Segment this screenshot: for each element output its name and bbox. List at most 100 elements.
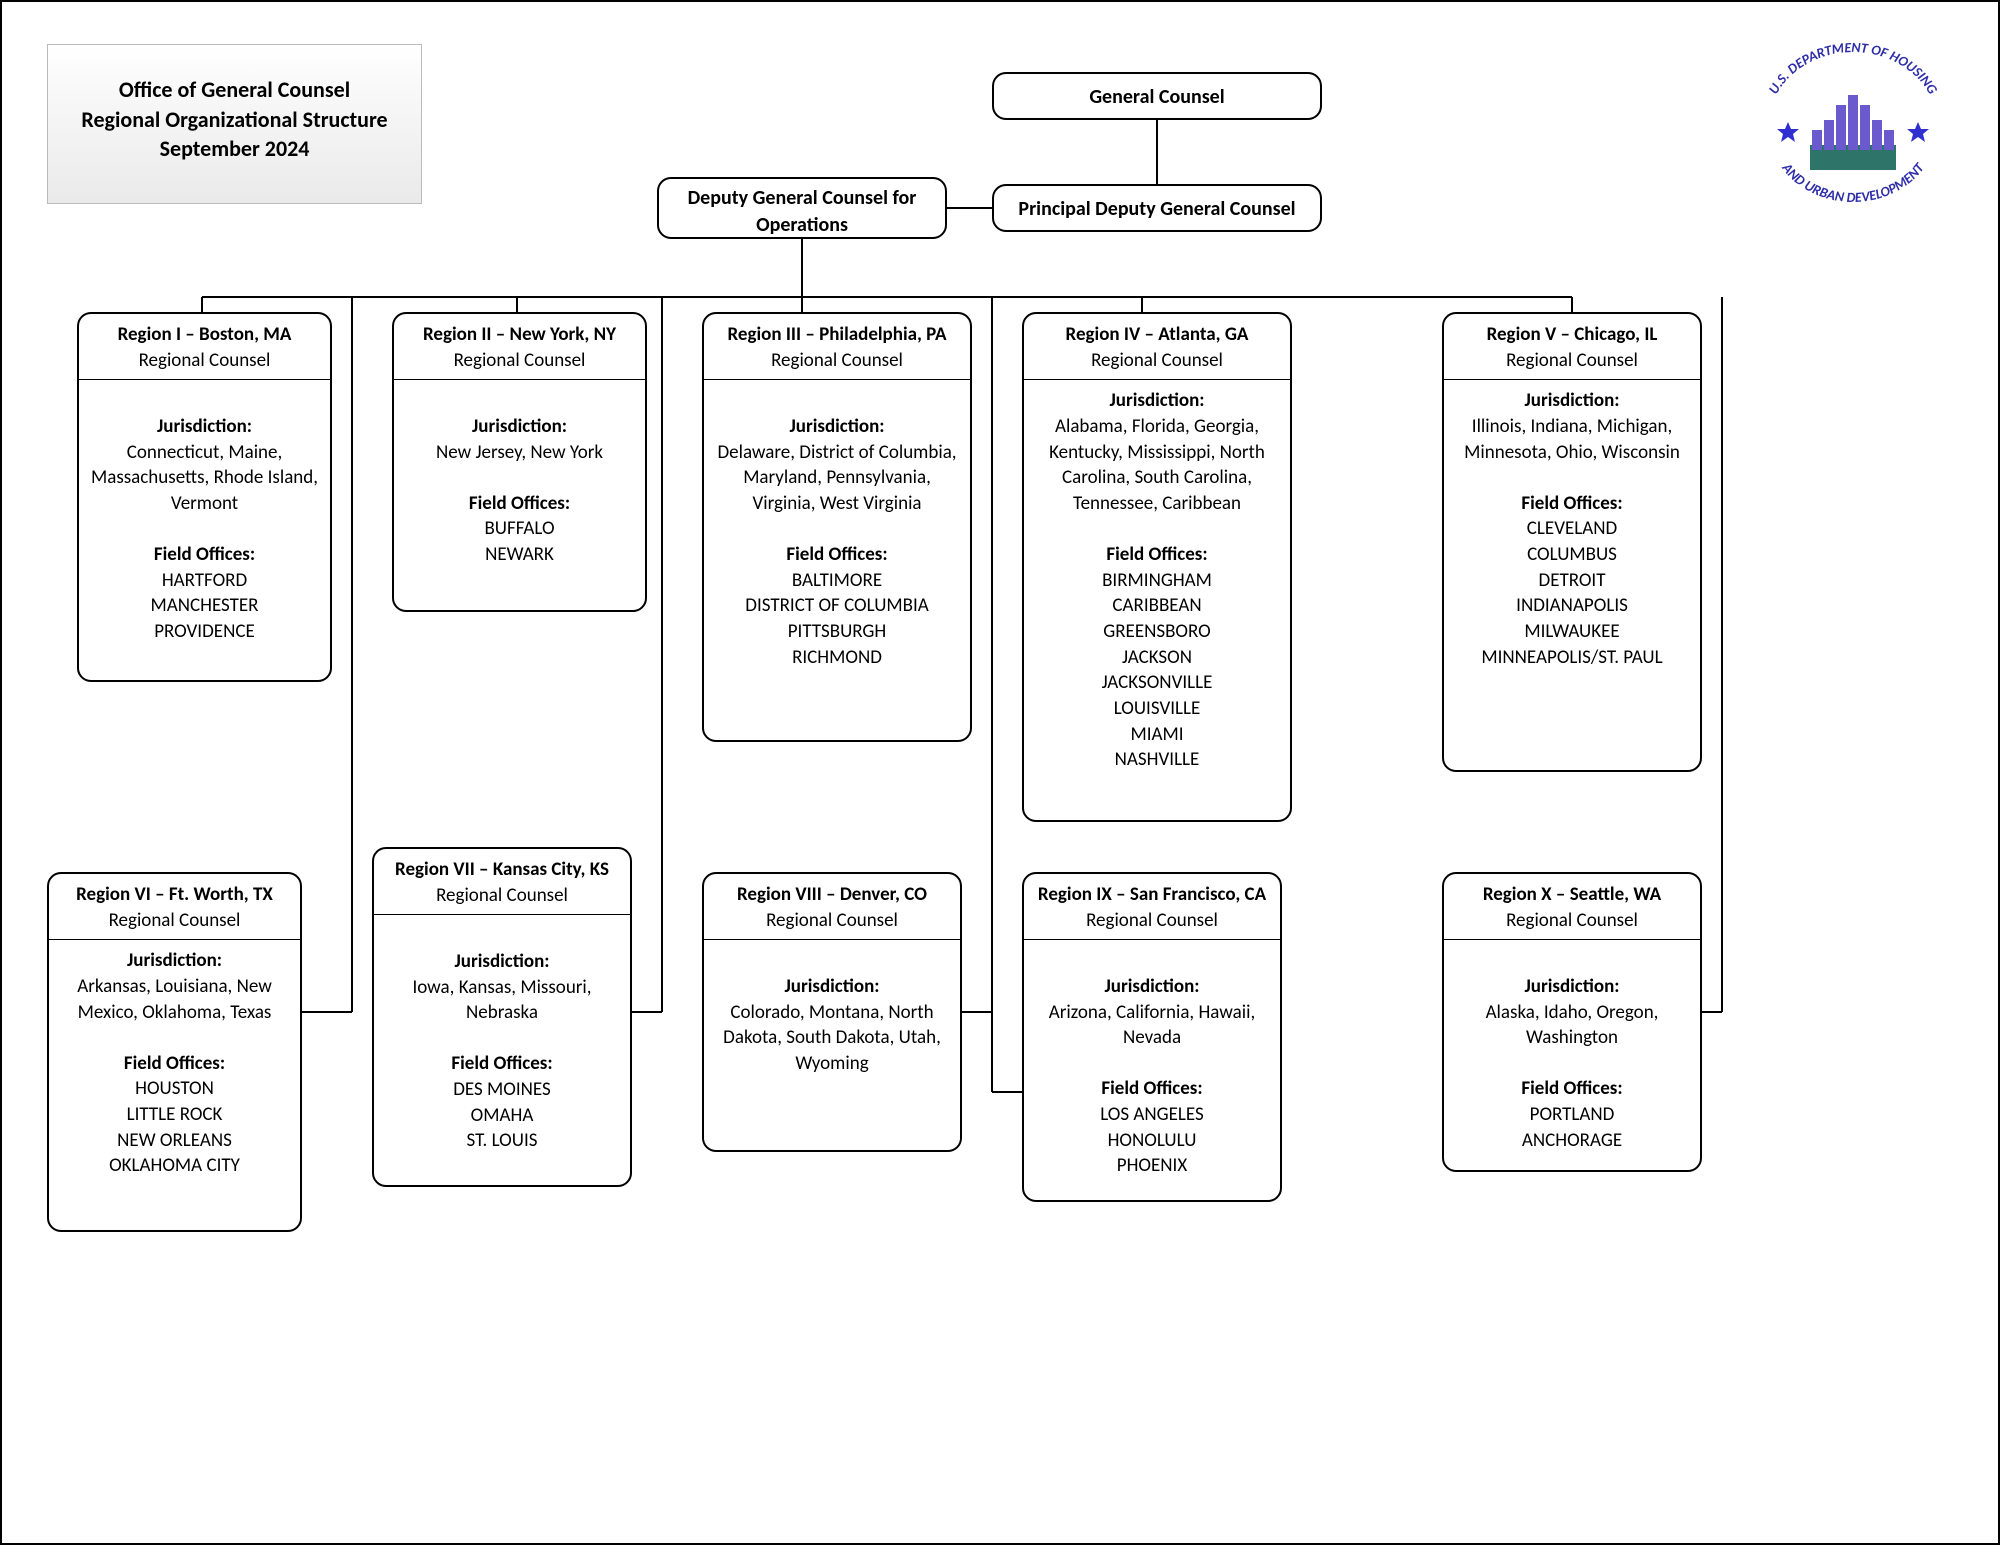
- region-5-title: Region V – Chicago, IL: [1454, 322, 1690, 348]
- region-3-box: Region III – Philadelphia, PA Regional C…: [702, 312, 972, 742]
- region-3-juris: Delaware, District of Columbia, Maryland…: [714, 440, 960, 517]
- region-1-sub: Regional Counsel: [89, 348, 320, 374]
- region-10-juris: Alaska, Idaho, Oregon, Washington: [1454, 1000, 1690, 1051]
- region-1-fo-0: HARTFORD: [89, 568, 320, 594]
- region-4-juris: Alabama, Florida, Georgia, Kentucky, Mis…: [1034, 414, 1280, 517]
- title-box: Office of General Counsel Regional Organ…: [47, 44, 422, 204]
- deputy-gc-label: Deputy General Counsel for Operations: [688, 186, 917, 237]
- region-8-title: Region VIII – Denver, CO: [714, 882, 950, 908]
- region-3-fo-3: RICHMOND: [714, 645, 960, 671]
- region-5-fo-1: COLUMBUS: [1454, 542, 1690, 568]
- region-4-fo-0: BIRMINGHAM: [1034, 568, 1280, 594]
- region-7-juris-label: Jurisdiction:: [384, 949, 620, 975]
- region-9-fo-0: LOS ANGELES: [1034, 1102, 1270, 1128]
- region-4-fo-1: CARIBBEAN: [1034, 593, 1280, 619]
- region-1-fo-1: MANCHESTER: [89, 593, 320, 619]
- region-5-juris-label: Jurisdiction:: [1454, 388, 1690, 414]
- general-counsel-label: General Counsel: [1089, 85, 1224, 109]
- region-8-sub: Regional Counsel: [714, 908, 950, 934]
- region-5-box: Region V – Chicago, IL Regional Counsel …: [1442, 312, 1702, 772]
- region-7-juris: Iowa, Kansas, Missouri, Nebraska: [384, 975, 620, 1026]
- region-8-juris: Colorado, Montana, North Dakota, South D…: [714, 1000, 950, 1077]
- region-4-sub: Regional Counsel: [1034, 348, 1280, 374]
- region-10-fo-1: ANCHORAGE: [1454, 1128, 1690, 1154]
- region-2-juris: New Jersey, New York: [404, 440, 635, 466]
- region-7-fo-1: OMAHA: [384, 1103, 620, 1129]
- region-7-fo-label: Field Offices:: [451, 1052, 552, 1075]
- principal-deputy-label: Principal Deputy General Counsel: [1018, 197, 1295, 221]
- region-2-fo-1: NEWARK: [404, 542, 635, 568]
- connectors: [2, 2, 2000, 1547]
- title-line1: Office of General Counsel: [48, 75, 421, 105]
- region-3-juris-label: Jurisdiction:: [714, 414, 960, 440]
- region-5-fo-3: INDIANAPOLIS: [1454, 593, 1690, 619]
- region-10-juris-label: Jurisdiction:: [1454, 974, 1690, 1000]
- region-5-fo-0: CLEVELAND: [1454, 516, 1690, 542]
- region-5-fo-4: MILWAUKEE: [1454, 619, 1690, 645]
- region-6-sub: Regional Counsel: [59, 908, 290, 934]
- region-6-title: Region VI – Ft. Worth, TX: [59, 882, 290, 908]
- region-6-box: Region VI – Ft. Worth, TX Regional Couns…: [47, 872, 302, 1232]
- region-10-box: Region X – Seattle, WA Regional Counsel …: [1442, 872, 1702, 1172]
- region-4-fo-6: MIAMI: [1034, 722, 1280, 748]
- region-9-title: Region IX – San Francisco, CA: [1034, 882, 1270, 908]
- region-10-title: Region X – Seattle, WA: [1454, 882, 1690, 908]
- region-9-fo-label: Field Offices:: [1101, 1077, 1202, 1100]
- title-line3: September 2024: [48, 134, 421, 164]
- svg-text:U.S. DEPARTMENT OF HOUSING: U.S. DEPARTMENT OF HOUSING: [1765, 42, 1941, 97]
- region-4-fo-label: Field Offices:: [1034, 542, 1280, 568]
- region-3-fo-2: PITTSBURGH: [714, 619, 960, 645]
- hud-logo: U.S. DEPARTMENT OF HOUSING AND URBAN DEV…: [1748, 42, 1958, 212]
- region-1-juris: Connecticut, Maine, Massachusetts, Rhode…: [89, 440, 320, 517]
- region-8-juris-label: Jurisdiction:: [714, 974, 950, 1000]
- region-3-fo-1: DISTRICT OF COLUMBIA: [714, 593, 960, 619]
- region-9-juris: Arizona, California, Hawaii, Nevada: [1034, 1000, 1270, 1051]
- region-7-fo-2: ST. LOUIS: [384, 1128, 620, 1154]
- region-4-fo-3: JACKSON: [1034, 645, 1280, 671]
- region-9-box: Region IX – San Francisco, CA Regional C…: [1022, 872, 1282, 1202]
- region-4-fo-4: JACKSONVILLE: [1034, 670, 1280, 696]
- region-5-juris: Illinois, Indiana, Michigan, Minnesota, …: [1454, 414, 1690, 465]
- region-4-fo-5: LOUISVILLE: [1034, 696, 1280, 722]
- title-line2: Regional Organizational Structure: [48, 105, 421, 135]
- region-2-box: Region II – New York, NY Regional Counse…: [392, 312, 647, 612]
- region-7-box: Region VII – Kansas City, KS Regional Co…: [372, 847, 632, 1187]
- region-4-title: Region IV – Atlanta, GA: [1034, 322, 1280, 348]
- region-2-title: Region II – New York, NY: [404, 322, 635, 348]
- region-1-fo-label: Field Offices:: [154, 543, 255, 566]
- region-6-fo-0: HOUSTON: [59, 1076, 290, 1102]
- region-10-sub: Regional Counsel: [1454, 908, 1690, 934]
- general-counsel-box: General Counsel: [992, 72, 1322, 120]
- region-1-fo-2: PROVIDENCE: [89, 619, 320, 645]
- region-1-juris-label: Jurisdiction:: [89, 414, 320, 440]
- region-2-juris-label: Jurisdiction:: [404, 414, 635, 440]
- region-6-juris-label: Jurisdiction:: [59, 948, 290, 974]
- deputy-gc-box: Deputy General Counsel for Operations: [657, 177, 947, 239]
- region-9-juris-label: Jurisdiction:: [1034, 974, 1270, 1000]
- region-6-juris: Arkansas, Louisiana, New Mexico, Oklahom…: [59, 974, 290, 1025]
- region-6-fo-2: NEW ORLEANS: [59, 1128, 290, 1154]
- region-3-fo-label: Field Offices:: [714, 542, 960, 568]
- region-9-fo-1: HONOLULU: [1034, 1128, 1270, 1154]
- region-7-title: Region VII – Kansas City, KS: [384, 857, 620, 883]
- region-2-fo-0: BUFFALO: [404, 516, 635, 542]
- region-10-fo-label: Field Offices:: [1521, 1077, 1622, 1100]
- region-7-sub: Regional Counsel: [384, 883, 620, 909]
- region-6-fo-label: Field Offices:: [124, 1052, 225, 1075]
- region-5-fo-2: DETROIT: [1454, 568, 1690, 594]
- region-10-fo-0: PORTLAND: [1454, 1102, 1690, 1128]
- region-5-fo-5: MINNEAPOLIS/ST. PAUL: [1454, 645, 1690, 671]
- principal-deputy-box: Principal Deputy General Counsel: [992, 184, 1322, 232]
- region-9-fo-2: PHOENIX: [1034, 1153, 1270, 1179]
- region-7-fo-0: DES MOINES: [384, 1077, 620, 1103]
- region-1-box: Region I – Boston, MA Regional Counsel J…: [77, 312, 332, 682]
- region-4-juris-label: Jurisdiction:: [1034, 388, 1280, 414]
- region-6-fo-1: LITTLE ROCK: [59, 1102, 290, 1128]
- region-3-title: Region III – Philadelphia, PA: [714, 322, 960, 348]
- region-5-sub: Regional Counsel: [1454, 348, 1690, 374]
- region-3-sub: Regional Counsel: [714, 348, 960, 374]
- region-2-sub: Regional Counsel: [404, 348, 635, 374]
- region-1-title: Region I – Boston, MA: [89, 322, 320, 348]
- region-8-box: Region VIII – Denver, CO Regional Counse…: [702, 872, 962, 1152]
- region-2-fo-label: Field Offices:: [404, 491, 635, 517]
